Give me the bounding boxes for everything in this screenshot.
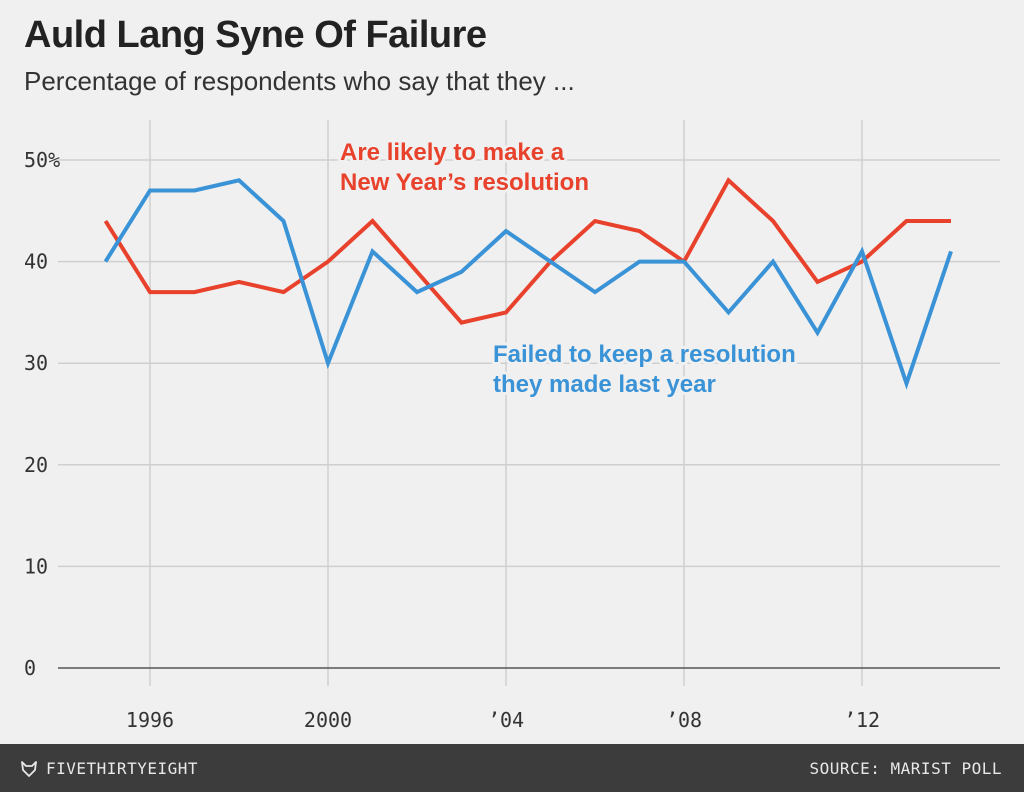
line-chart: 1996 2000 ’04 ’08 ’12 0 10 20 30 40 50% Are likely … bbox=[24, 120, 1000, 732]
brand-name: FIVETHIRTYEIGHT bbox=[46, 759, 198, 778]
y-tick-label: 40 bbox=[24, 250, 48, 274]
x-tick-label: ’08 bbox=[666, 708, 702, 732]
series-label: New Year’s resolution bbox=[340, 169, 589, 196]
chart-subtitle: Percentage of respondents who say that t… bbox=[24, 66, 575, 96]
y-tick-label: 0 bbox=[24, 656, 36, 680]
x-tick-label: 2000 bbox=[304, 708, 352, 732]
series-label-halo: they made last year bbox=[493, 371, 716, 398]
fox-icon bbox=[21, 760, 37, 777]
series-label: Failed to keep a resolution bbox=[493, 341, 796, 368]
x-tick-label: ’04 bbox=[488, 708, 524, 732]
brand: FIVETHIRTYEIGHT bbox=[20, 759, 198, 778]
series-line-failed-resolution bbox=[103, 178, 953, 390]
x-tick-label: ’12 bbox=[844, 708, 880, 732]
series-label-halo: New Year’s resolution bbox=[340, 169, 589, 196]
series-line-likely-resolution bbox=[103, 177, 951, 325]
footer-bar: FIVETHIRTYEIGHT SOURCE: MARIST POLL bbox=[0, 744, 1024, 792]
y-tick-label: 50% bbox=[24, 148, 60, 172]
chart-title: Auld Lang Syne Of Failure bbox=[24, 14, 487, 56]
y-tick-label: 20 bbox=[24, 453, 48, 477]
series-label: Are likely to make a bbox=[340, 139, 565, 166]
source-credit: SOURCE: MARIST POLL bbox=[809, 759, 1002, 778]
y-tick-label: 30 bbox=[24, 351, 48, 375]
series-label-halo: Are likely to make a bbox=[340, 139, 565, 166]
series-label-halo: Failed to keep a resolution bbox=[493, 341, 796, 368]
series-label: they made last year bbox=[493, 371, 716, 398]
y-tick-label: 10 bbox=[24, 554, 48, 578]
x-tick-label: 1996 bbox=[126, 708, 174, 732]
